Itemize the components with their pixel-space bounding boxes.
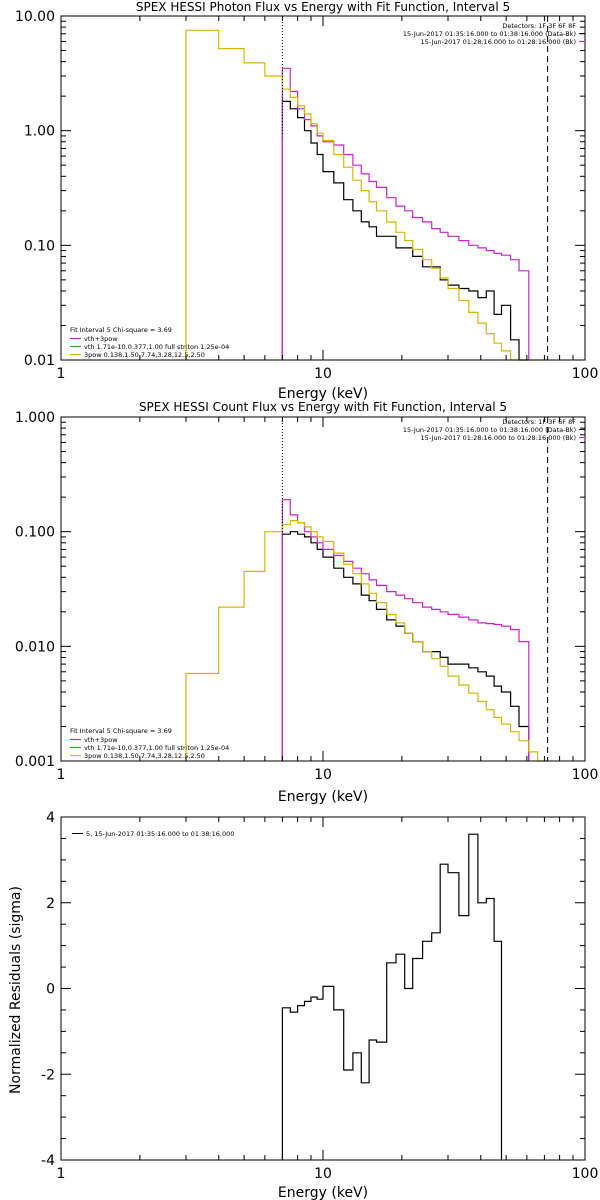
y-tick-label: 2 <box>46 896 55 912</box>
residuals-ylabel: Normalized Residuals (sigma) <box>8 886 24 1094</box>
y-tick-label: -2 <box>41 1067 55 1083</box>
axes-frame <box>60 416 586 762</box>
detectors-legend: Detectors: 1F 3F 6F 8F <box>502 22 576 30</box>
residuals-panel: Energy (keV) Normalized Residuals (sigma… <box>8 810 598 1200</box>
detectors-legend: Detectors: 1F 3F 6F 8F <box>502 418 576 426</box>
x-tick-label: 100 <box>572 366 599 382</box>
x-tick-label: 100 <box>572 767 599 783</box>
series-data-line <box>281 531 530 761</box>
x-tick-label: 1 <box>57 366 66 382</box>
background-legend: 15-Jun-2017 01:28:16.000 to 01:28:16.000… <box>421 38 576 46</box>
y-tick-label: 4 <box>46 810 55 826</box>
series-powerlaw-line <box>185 520 548 762</box>
series-powerlaw-line <box>185 29 548 361</box>
background-legend: 15-Jun-2017 01:28:16.000 to 01:28:16.000… <box>421 434 576 442</box>
y-tick-label: 0.100 <box>15 525 55 541</box>
x-tick-label: 1 <box>57 767 66 783</box>
x-tick-label: 100 <box>572 1166 599 1182</box>
x-tick-label: 10 <box>314 767 332 783</box>
powerlaw-legend: 3pow 0.138,1.50,7.74,3.28,12.5,2.50 <box>84 351 205 359</box>
y-tick-label: -4 <box>41 1153 55 1169</box>
photon-flux-xlabel: Energy (keV) <box>278 386 368 402</box>
x-tick-label: 10 <box>314 1166 332 1182</box>
series-total-line <box>281 67 530 360</box>
axes-frame <box>60 15 586 361</box>
fit-interval-legend: Fit Interval 5 Chi-square = 3.69 <box>70 727 172 735</box>
count-flux-title: SPEX HESSI Count Flux vs Energy with Fit… <box>139 400 507 414</box>
y-tick-label: 10.00 <box>15 9 55 25</box>
photon-flux-panel: SPEX HESSI Photon Flux vs Energy with Fi… <box>15 0 598 402</box>
total-fit-legend: vth+3pow <box>84 335 118 343</box>
y-tick-label: 0.001 <box>15 754 55 770</box>
fit-interval-legend: Fit Interval 5 Chi-square = 3.69 <box>70 326 172 334</box>
residuals-xlabel: Energy (keV) <box>278 1185 368 1200</box>
thermal-legend: vth 1.71e-10,0.377,1.00 full striton 1.2… <box>84 343 229 351</box>
y-tick-label: 0 <box>46 982 55 998</box>
series-data-line <box>281 833 503 1160</box>
count-flux-xlabel: Energy (keV) <box>278 789 368 805</box>
data-legend: 15-Jun-2017 01:35:16.000 to 01:38:16.000… <box>403 30 576 38</box>
powerlaw-legend: 3pow 0.138,1.50,7.74,3.28,12.5,2.50 <box>84 752 205 760</box>
series-data-line <box>281 100 529 361</box>
y-tick-label: 0.10 <box>24 238 55 254</box>
x-tick-label: 1 <box>57 1166 66 1182</box>
total-fit-legend: vth+3pow <box>84 736 118 744</box>
y-tick-label: 0.010 <box>15 639 55 655</box>
x-tick-label: 10 <box>314 366 332 382</box>
count-flux-panel: SPEX HESSI Count Flux vs Energy with Fit… <box>15 400 598 805</box>
thermal-legend: vth 1.71e-10,0.377,1.00 full striton 1.2… <box>84 744 229 752</box>
y-tick-label: 1.00 <box>24 124 55 140</box>
residuals-legend: 5, 15-Jun-2017 01:35:16.000 to 01:38:16.… <box>86 830 234 838</box>
photon-flux-title: SPEX HESSI Photon Flux vs Energy with Fi… <box>136 0 510 14</box>
data-legend: 15-Jun-2017 01:35:16.000 to 01:38:16.000… <box>403 426 576 434</box>
series-total-line <box>281 499 530 761</box>
y-tick-label: 1.000 <box>15 410 55 426</box>
y-tick-label: 0.01 <box>24 353 55 369</box>
